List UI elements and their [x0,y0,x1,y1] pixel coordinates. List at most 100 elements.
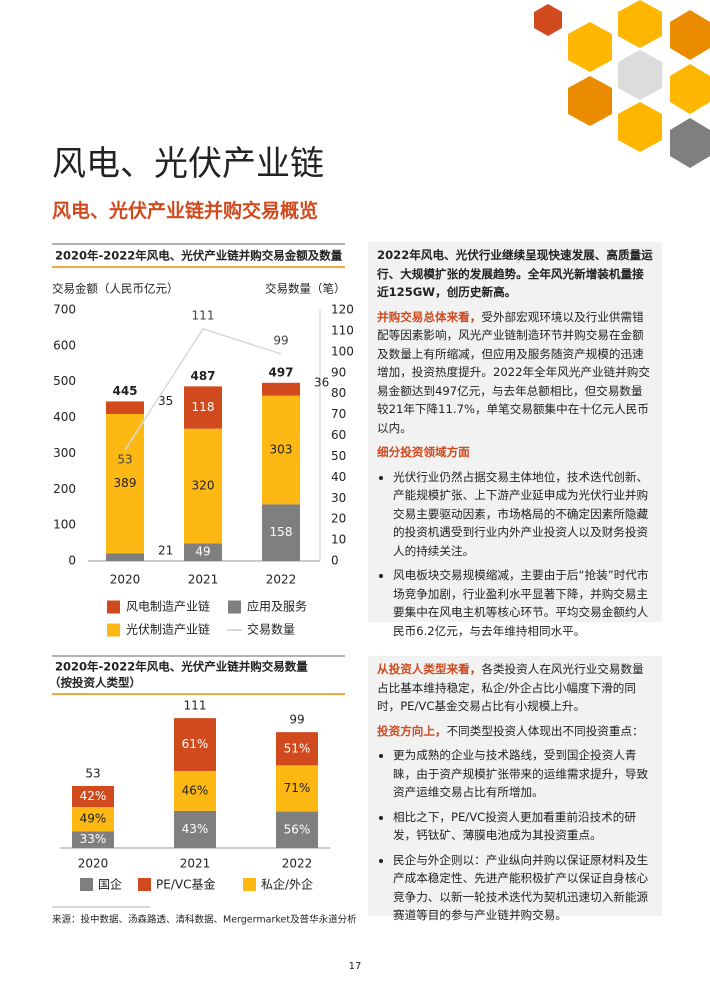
legend-label: 光伏制造产业链 [126,622,210,637]
data-label: 33% [80,832,107,846]
hexagon [670,64,710,114]
y-tick-label: 600 [53,338,76,352]
hexagon [534,4,562,36]
chart-subtitle: （按投资人类型） [49,676,141,690]
y2-tick-label: 20 [331,512,346,526]
data-label: 71% [284,781,311,795]
legend-label: 应用及服务 [247,599,307,614]
data-label: 389 [114,476,137,490]
legend-swatch [228,600,241,614]
paragraph: 并购交易总体来看，受外部宏观环境以及行业供需错配等因素影响，风光产业链制造环节并… [377,308,653,438]
data-label: 56% [284,822,311,836]
bullet: 风电板块交易规模缩减，主要由于后“抢装”时代市场竞争加剧，行业盈利水平显著下降，… [393,566,653,640]
data-label: 43% [182,822,209,836]
y2-tick-label: 80 [331,386,346,400]
legend-label: 国企 [98,877,122,892]
line-label: 53 [117,453,132,467]
legend-label: 私企/外企 [261,877,313,892]
legend-label: PE/VC基金 [156,877,215,892]
data-label: 303 [270,443,293,457]
bar-segment [106,413,144,554]
page-title: 风电、光伏产业链 [52,144,324,184]
line-label: 111 [192,308,215,322]
bar-segment [184,543,222,561]
legend-swatch [138,878,151,891]
y2-tick-label: 40 [331,470,346,484]
legend-swatch [243,878,256,891]
legend-label: 风电制造产业链 [126,599,210,614]
y2-tick-label: 50 [331,449,346,463]
text-panel: 2022年风电、光伏行业继续呈现快速发展、高质量运行、大规模扩张的发展趋势。全年… [368,242,662,638]
bar-segment [72,831,114,848]
y-tick-label: 0 [68,554,76,568]
bar-segment [72,806,114,832]
y2-tick-label: 10 [331,533,346,547]
highlight: 并购交易总体来看， [377,309,482,324]
y-tick-label: 500 [53,374,76,388]
total-label: 487 [190,369,215,383]
y-axis-label: 交易金额（人民币亿元） [52,282,179,296]
bullet: 相比之下，PE/VC投资人更加看重前沿技术的研发，钙钛矿、薄膜电池成为其投资重点… [393,808,653,845]
highlight: 投资方向上， [377,723,447,738]
y-tick-label: 100 [53,518,76,532]
x-tick-label: 2021 [180,857,211,871]
x-tick-label: 2021 [188,573,219,587]
data-label: 320 [192,479,215,493]
bullet-list: 更为成熟的企业与技术路线，受到国企投资人青睐，由于资产规模扩张带来的运维需求提升… [377,746,653,925]
bar-segment [106,553,144,561]
hexagon [568,76,612,126]
paragraph-text: 不同类型投资人体现出不同投资重点： [446,723,644,738]
y2-tick-label: 70 [331,407,346,421]
bar-segment [262,395,300,505]
text-panel: 从投资人类型来看，各类投资人在风光行业交易数量占比基本维持稳定，私企/外企占比小… [368,656,662,922]
x-tick-label: 2020 [110,573,141,587]
lead: 2022年风电、光伏行业继续呈现快速发展、高质量运行、大规模扩张的发展趋势。全年… [377,248,653,299]
paragraph: 从投资人类型来看，各类投资人在风光行业交易数量占比基本维持稳定，私企/外企占比小… [377,660,653,716]
hexagon [618,0,662,48]
section-heading: 细分投资领域方面 [377,445,470,459]
page-subtitle: 风电、光伏产业链并购交易概览 [52,200,319,222]
source: 来源：投中数据、汤森路透、清科数据、Mergermarket及普华永道分析 [52,914,357,926]
data-label: 51% [284,741,311,755]
highlight: 从投资人类型来看， [377,662,482,676]
y-tick-label: 700 [53,303,76,317]
bar-segment [174,770,216,811]
bar-segment [262,504,300,561]
data-label: 36 [314,376,329,390]
total-label: 111 [184,699,207,713]
bar-segment [106,401,144,414]
bullet: 更为成熟的企业与技术路线，受到国企投资人青睐，由于资产规模扩张带来的运维需求提升… [393,746,653,802]
y-tick-label: 200 [53,482,76,496]
bar-segment [174,718,216,771]
hexagon [670,10,710,60]
x-tick-label: 2022 [282,857,313,871]
y-tick-label: 300 [53,446,76,460]
bar-segment [276,811,318,848]
y2-tick-label: 120 [331,303,354,317]
bullet: 光伏行业仍然占据交易主体地位，技术迭代创新、产能规模扩张、上下游产业延申成为光伏… [393,468,653,561]
data-label: 49% [80,812,107,826]
page-number: 17 [349,961,362,972]
bar-segment [276,732,318,766]
bullet-list: 光伏行业仍然占据交易主体地位，技术迭代创新、产能规模扩张、上下游产业延申成为光伏… [377,468,653,641]
legend-swatch [107,600,120,614]
y2-tick-label: 60 [331,428,346,442]
y2-tick-label: 90 [331,365,346,379]
hexagon-decoration [534,0,710,168]
data-label: 49 [195,545,210,559]
x-tick-label: 2020 [78,857,109,871]
data-label: 35 [158,394,173,408]
paragraph: 投资方向上，不同类型投资人体现出不同投资重点： [377,722,653,741]
line-series [124,327,282,451]
data-label: 61% [182,737,209,751]
total-label: 99 [289,713,304,727]
bar-segment [276,765,318,812]
total-label: 497 [268,365,293,379]
paragraph-text: 受外部宏观环境以及行业供需错配等因素影响，风光产业链制造环节并购交易在金额及数量… [377,309,650,435]
hexagon [568,22,612,72]
y2-tick-label: 100 [331,344,354,358]
y2-tick-label: 30 [331,491,346,505]
y-tick-label: 400 [53,410,76,424]
data-label: 46% [182,783,209,797]
